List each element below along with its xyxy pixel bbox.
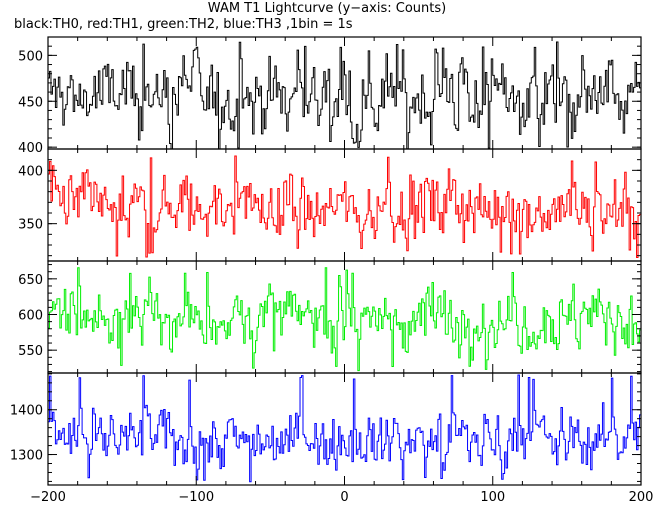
y-tick-label: 500 [18, 49, 43, 64]
chart-subtitle: black:TH0, red:TH1, green:TH2, blue:TH3 … [14, 17, 353, 32]
y-tick-label: 600 [18, 309, 43, 324]
series-th2-line [48, 267, 641, 372]
y-tick-label: 1300 [10, 449, 43, 464]
series-th1-line [48, 155, 641, 258]
y-tick-label: 350 [18, 218, 43, 233]
panel-2-frame [47, 260, 642, 374]
y-tick-label: 450 [18, 95, 43, 110]
y-tick-label: 650 [18, 273, 43, 288]
x-tick-label: 100 [480, 490, 505, 505]
x-tick-label: 200 [629, 490, 654, 505]
series-th0-line [48, 41, 641, 150]
x-tick-label: −200 [30, 490, 66, 505]
panel-0-frame [47, 36, 642, 150]
y-tick-label: 400 [18, 141, 43, 156]
y-tick-label: 1400 [10, 404, 43, 419]
chart-title: WAM T1 Lightcurve (y−axis: Counts) [207, 1, 447, 16]
y-tick-label: 550 [18, 344, 43, 359]
x-tick-label: −100 [178, 490, 214, 505]
series-th3-line [48, 374, 641, 483]
x-tick-label: 0 [340, 490, 348, 505]
panel-3-frame [47, 372, 642, 486]
y-tick-label: 400 [18, 164, 43, 179]
